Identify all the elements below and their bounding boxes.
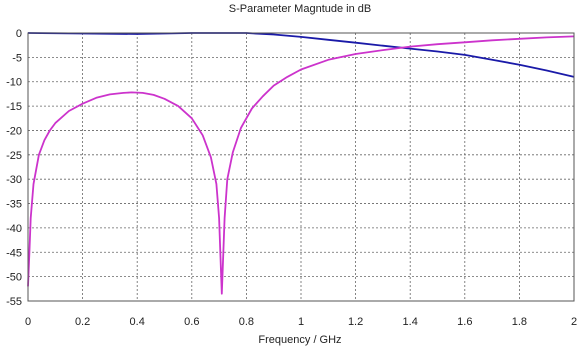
y-tick-label: -35 [6, 199, 22, 211]
x-tick-label: 0.8 [239, 316, 254, 328]
x-tick-label: 1.8 [512, 316, 527, 328]
plot-frame [27, 32, 575, 302]
y-tick-label: 0 [16, 28, 22, 40]
x-tick-label: 1 [298, 316, 304, 328]
y-axis-ticks: 0 -5 -10 -15 -20 -25 -30 -35 -40 -45 -50 -55 [6, 28, 22, 308]
x-axis-label: Frequency / GHz [258, 334, 341, 346]
y-tick-label: -25 [6, 150, 22, 162]
x-tick-label: 0.2 [75, 316, 90, 328]
y-tick-label: -10 [6, 77, 22, 89]
y-tick-label: -20 [6, 125, 22, 137]
y-tick-label: -30 [6, 174, 22, 186]
y-tick-label: -50 [6, 272, 22, 284]
x-tick-label: 0.4 [130, 316, 145, 328]
series-line-2 [27, 35, 575, 295]
x-tick-label: 1.2 [348, 316, 363, 328]
x-tick-label: 1.6 [457, 316, 472, 328]
x-tick-label: 0.6 [184, 316, 199, 328]
y-tick-label: -55 [6, 296, 22, 308]
grid [27, 32, 575, 302]
chart-title: S-Parameter Magntude in dB [229, 3, 371, 15]
y-tick-label: -45 [6, 247, 22, 259]
y-tick-label: -15 [6, 101, 22, 113]
x-axis-ticks: 0 0.2 0.4 0.6 0.8 1 1.2 1.4 1.6 1.8 2 [25, 316, 577, 328]
x-tick-label: 2 [571, 316, 577, 328]
x-tick-label: 1.4 [403, 316, 418, 328]
y-tick-label: -40 [6, 223, 22, 235]
x-tick-label: 0 [25, 316, 31, 328]
y-tick-label: -5 [12, 52, 22, 64]
